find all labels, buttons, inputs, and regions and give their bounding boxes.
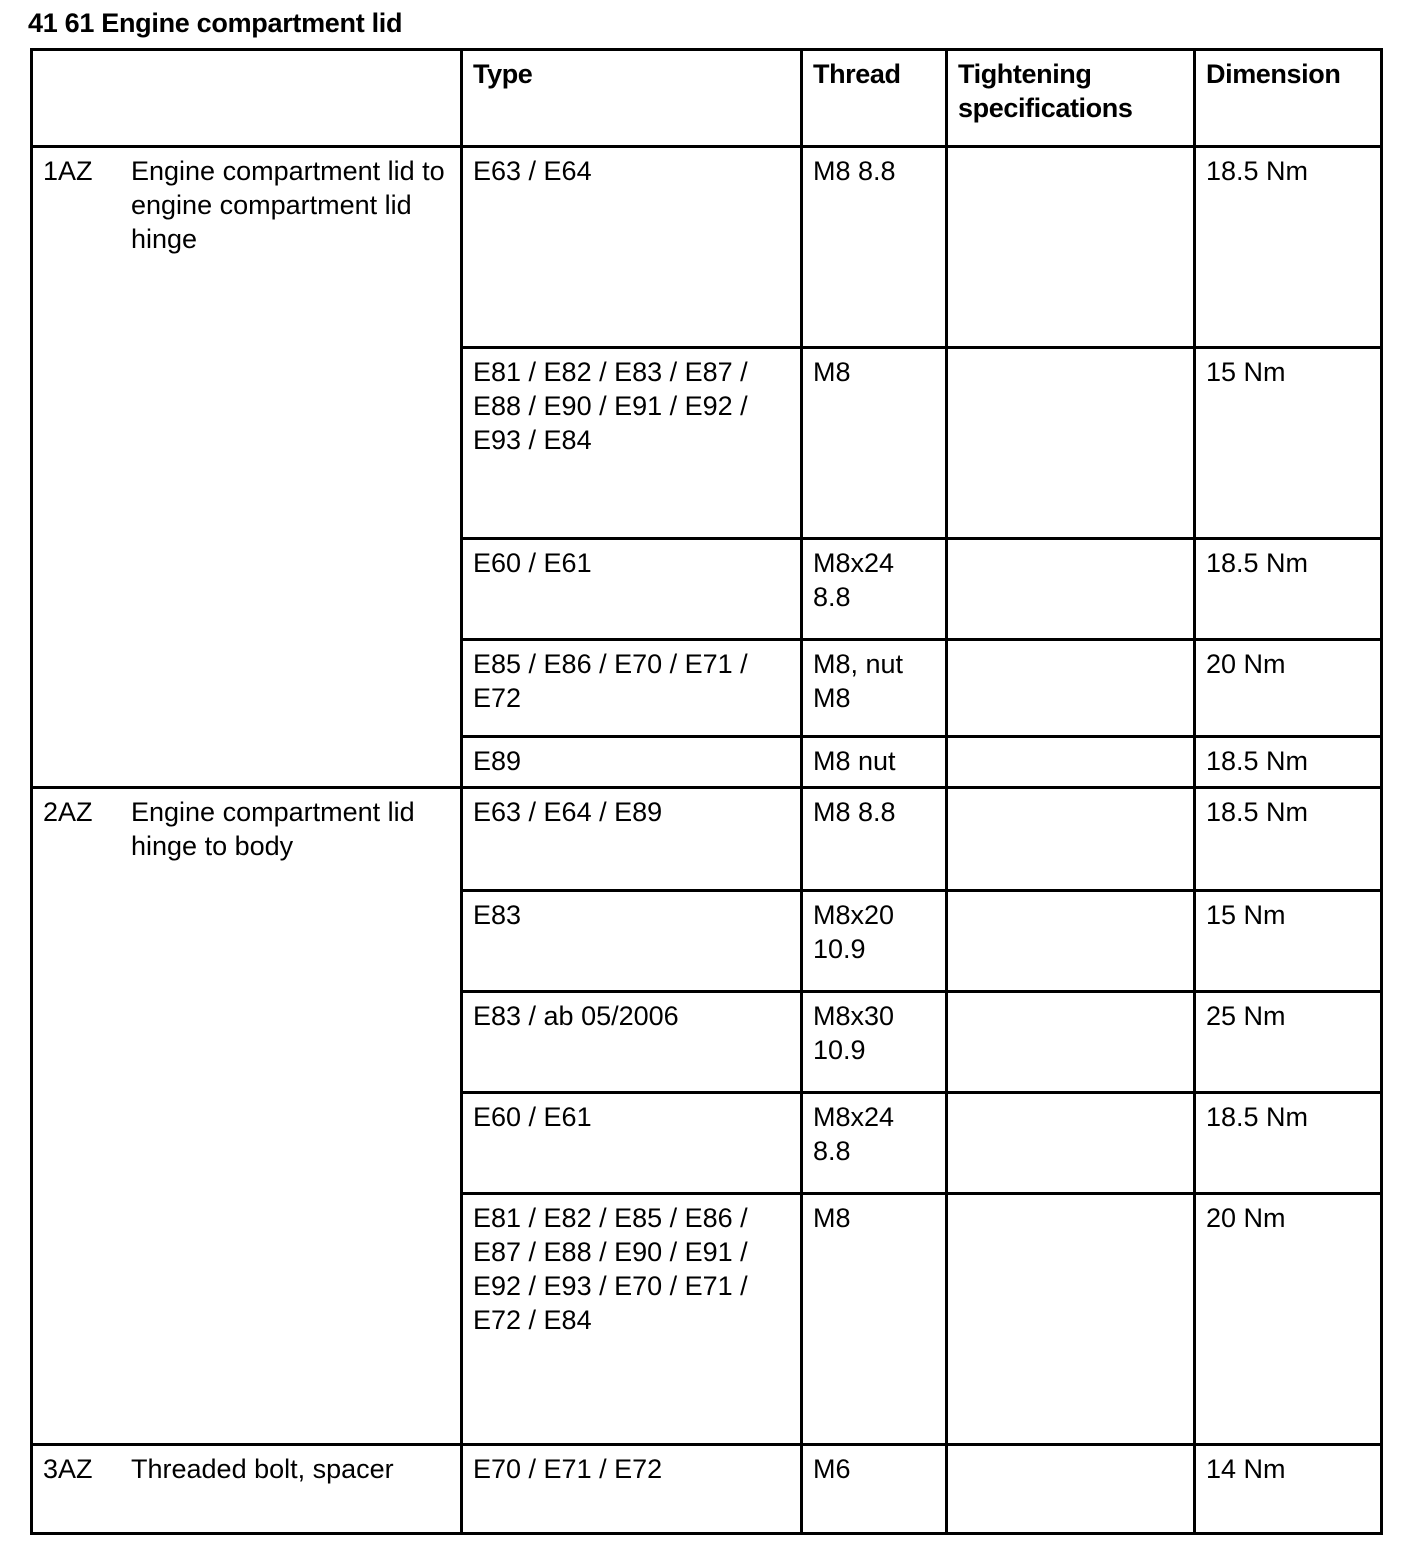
cell-dimension: 15 Nm (1193, 346, 1383, 540)
torque-specification-table: Type Thread Tightening specifications Di… (30, 48, 1383, 1535)
cell-thread: M8x20 10.9 (800, 889, 948, 993)
group-description-label: Engine compartment lid hinge to body (131, 797, 415, 862)
table-body: 1AZ Engine compartment lid to engine com… (30, 145, 1383, 1535)
column-header-blank (30, 48, 463, 148)
cell-thread: M6 (800, 1443, 948, 1535)
column-header-dimension: Dimension (1193, 48, 1383, 148)
cell-dimension: 14 Nm (1193, 1443, 1383, 1535)
cell-dimension: 20 Nm (1193, 1192, 1383, 1446)
cell-tightening-specifications (945, 990, 1196, 1094)
cell-thread: M8 8.8 (800, 145, 948, 349)
cell-dimension: 18.5 Nm (1193, 145, 1383, 349)
group-description-cell-2az: 2AZ Engine compartment lid hinge to body (30, 786, 463, 1446)
cell-tightening-specifications (945, 537, 1196, 641)
cell-type: E83 (460, 889, 803, 993)
cell-thread: M8, nut M8 (800, 638, 948, 738)
cell-dimension: 18.5 Nm (1193, 1091, 1383, 1195)
cell-type: E81 / E82 / E85 / E86 / E87 / E88 / E90 … (460, 1192, 803, 1446)
cell-type: E81 / E82 / E83 / E87 / E88 / E90 / E91 … (460, 346, 803, 540)
table-row: E83 M8x20 10.9 15 Nm (32, 889, 1383, 993)
table-row: E60 / E61 M8x24 8.8 18.5 Nm (32, 1091, 1383, 1195)
table-header-row: Type Thread Tightening specifications Di… (30, 48, 1383, 148)
group-id-label: 3AZ (43, 1454, 93, 1484)
cell-type: E85 / E86 / E70 / E71 / E72 (460, 638, 803, 738)
cell-thread: M8x24 8.8 (800, 1091, 948, 1195)
cell-type: E63 / E64 (460, 145, 803, 349)
cell-tightening-specifications (945, 1091, 1196, 1195)
cell-type: E89 (460, 735, 803, 789)
table-row: E83 / ab 05/2006 M8x30 10.9 25 Nm (32, 990, 1383, 1094)
cell-tightening-specifications (945, 786, 1196, 892)
column-header-tightening-specifications: Tightening specifications (945, 48, 1196, 148)
cell-tightening-specifications (945, 638, 1196, 738)
cell-tightening-specifications (945, 346, 1196, 540)
cell-thread: M8 nut (800, 735, 948, 789)
cell-type: E70 / E71 / E72 (460, 1443, 803, 1535)
cell-dimension: 20 Nm (1193, 638, 1383, 738)
cell-thread: M8 (800, 1192, 948, 1446)
group-id-label: 1AZ (43, 156, 93, 186)
cell-dimension: 18.5 Nm (1193, 735, 1383, 789)
cell-type: E60 / E61 (460, 1091, 803, 1195)
table-row: 2AZ Engine compartment lid hinge to body… (30, 786, 1383, 1446)
group-description-label: Engine compartment lid to engine compart… (131, 156, 445, 255)
table-row: E89 M8 nut 18.5 Nm (32, 735, 1383, 789)
group-description-cell-3az: 3AZ Threaded bolt, spacer (30, 1443, 463, 1535)
cell-type: E60 / E61 (460, 537, 803, 641)
table-header: Type Thread Tightening specifications Di… (30, 48, 1383, 148)
table-row: 1AZ Engine compartment lid to engine com… (30, 145, 1383, 789)
cell-dimension: 18.5 Nm (1193, 786, 1383, 892)
cell-tightening-specifications (945, 1443, 1196, 1535)
column-header-thread: Thread (800, 48, 948, 148)
group-description-cell-1az: 1AZ Engine compartment lid to engine com… (30, 145, 463, 789)
group-id-label: 2AZ (43, 797, 93, 827)
cell-type: E63 / E64 / E89 (460, 786, 803, 892)
cell-dimension: 25 Nm (1193, 990, 1383, 1094)
group-description-label: Threaded bolt, spacer (131, 1454, 394, 1484)
cell-thread: M8 (800, 346, 948, 540)
table-row: E85 / E86 / E70 / E71 / E72 M8, nut M8 2… (32, 638, 1383, 738)
cell-tightening-specifications (945, 1192, 1196, 1446)
cell-tightening-specifications (945, 735, 1196, 789)
column-header-type: Type (460, 48, 803, 148)
cell-type: E83 / ab 05/2006 (460, 990, 803, 1094)
table-row: E60 / E61 M8x24 8.8 18.5 Nm (32, 537, 1383, 641)
table-row: E81 / E82 / E83 / E87 / E88 / E90 / E91 … (32, 346, 1383, 540)
cell-thread: M8x24 8.8 (800, 537, 948, 641)
table-row: E81 / E82 / E85 / E86 / E87 / E88 / E90 … (32, 1192, 1383, 1446)
cell-thread: M8x30 10.9 (800, 990, 948, 1094)
cell-tightening-specifications (945, 889, 1196, 993)
cell-dimension: 18.5 Nm (1193, 537, 1383, 641)
cell-dimension: 15 Nm (1193, 889, 1383, 993)
cell-tightening-specifications (945, 145, 1196, 349)
cell-thread: M8 8.8 (800, 786, 948, 892)
table-row: 3AZ Threaded bolt, spacer E70 / E71 / E7… (30, 1443, 1383, 1535)
page-title: 41 61 Engine compartment lid (28, 8, 403, 38)
